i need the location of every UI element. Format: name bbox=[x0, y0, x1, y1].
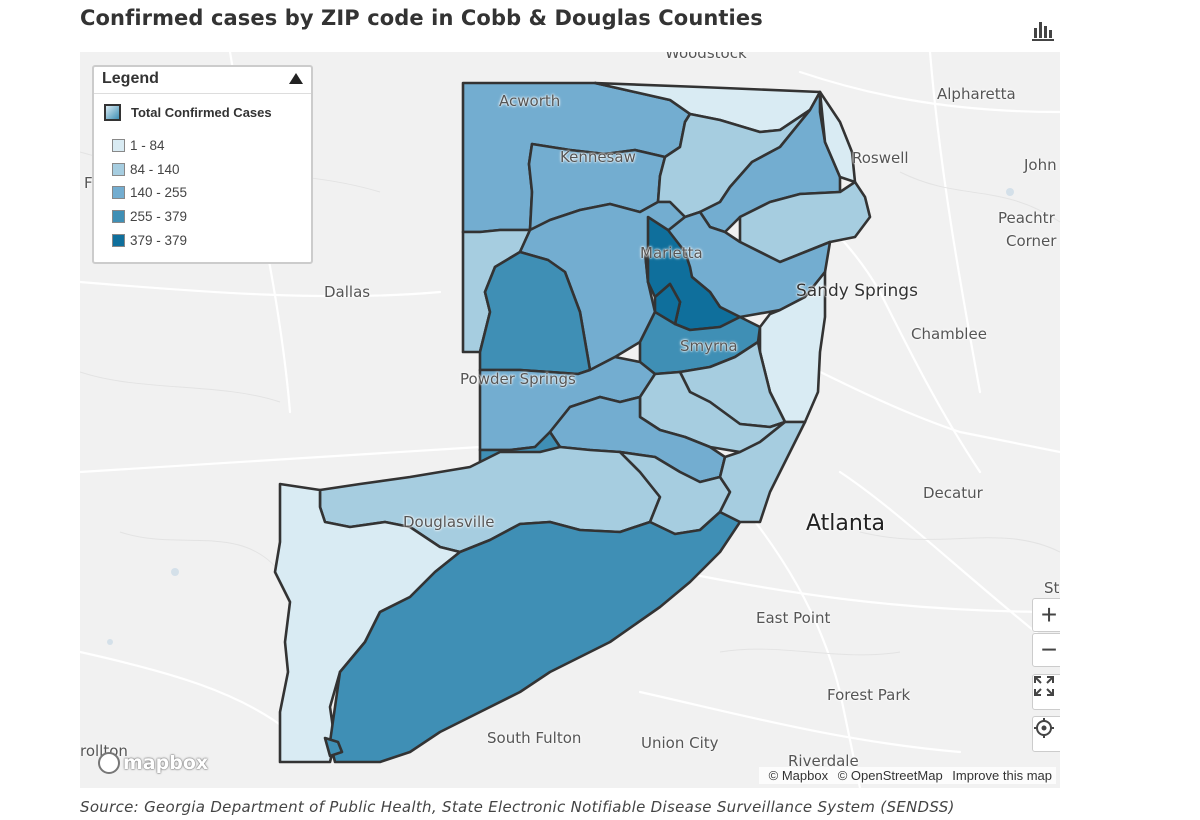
legend-panel: Legend Total Confirmed Cases 1 - 84 84 -… bbox=[92, 65, 313, 264]
legend-item-label: 84 - 140 bbox=[130, 162, 180, 177]
place-label-sandy-springs: Sandy Springs bbox=[796, 281, 918, 301]
place-label-decatur: Decatur bbox=[923, 484, 983, 502]
improve-map-link[interactable]: Improve this map bbox=[952, 768, 1052, 783]
legend-title: Legend bbox=[102, 70, 159, 87]
mapbox-logo-icon bbox=[98, 752, 120, 774]
legend-item: 379 - 379 bbox=[112, 233, 187, 248]
zoom-in-button[interactable]: + bbox=[1032, 598, 1060, 632]
fullscreen-button[interactable] bbox=[1032, 674, 1060, 710]
legend-item-label: 1 - 84 bbox=[130, 138, 165, 153]
geolocate-button[interactable] bbox=[1032, 716, 1060, 752]
zoom-out-button[interactable]: − bbox=[1032, 633, 1060, 667]
basemap-and-zip-regions bbox=[80, 52, 1060, 788]
legend-swatch bbox=[112, 186, 125, 199]
legend-item-label: 255 - 379 bbox=[130, 209, 188, 224]
place-label-stone-mountain: St bbox=[1044, 579, 1060, 597]
legend-item-label: 379 - 379 bbox=[130, 233, 188, 248]
minus-icon: − bbox=[1040, 634, 1058, 665]
place-label-riverdale: Riverdale bbox=[788, 752, 859, 770]
place-label-acworth: Acworth bbox=[499, 92, 561, 110]
legend-swatch bbox=[112, 163, 125, 176]
place-label-atlanta: Atlanta bbox=[806, 511, 885, 536]
place-label-kennesaw: Kennesaw bbox=[560, 148, 636, 166]
map-canvas[interactable]: Woodstock Alpharetta Acworth Kennesaw Ro… bbox=[80, 52, 1060, 788]
place-label-peachtree-2: Corner bbox=[1006, 232, 1057, 250]
legend-swatch bbox=[112, 234, 125, 247]
place-label-alpharetta: Alpharetta bbox=[937, 85, 1016, 103]
place-label-forest-park: Forest Park bbox=[827, 686, 911, 704]
place-label-east-point: East Point bbox=[756, 609, 831, 627]
place-label-south-fulton: South Fulton bbox=[487, 729, 582, 747]
legend-subtitle-row: Total Confirmed Cases bbox=[104, 104, 272, 121]
place-label-peachtree-1: Peachtr bbox=[998, 209, 1055, 227]
map-attribution: © Mapbox © OpenStreetMap Improve this ma… bbox=[758, 767, 1056, 784]
legend-item: 1 - 84 bbox=[112, 138, 165, 153]
legend-header[interactable]: Legend bbox=[94, 67, 311, 94]
crosshair-icon bbox=[1034, 718, 1054, 738]
place-label-union-city: Union City bbox=[641, 734, 719, 752]
mapbox-logo-text: mapbox bbox=[123, 752, 209, 774]
legend-item: 255 - 379 bbox=[112, 209, 187, 224]
place-label-dallas: Dallas bbox=[324, 283, 371, 301]
legend-item: 140 - 255 bbox=[112, 185, 187, 200]
fullscreen-icon bbox=[1034, 676, 1054, 696]
place-label-powder-springs: Powder Springs bbox=[460, 370, 576, 388]
legend-swatch bbox=[112, 139, 125, 152]
legend-item: 84 - 140 bbox=[112, 162, 180, 177]
osm-attribution-link[interactable]: © OpenStreetMap bbox=[837, 768, 943, 783]
place-label-woodstock: Woodstock bbox=[665, 52, 747, 62]
place-label-douglasville: Douglasville bbox=[403, 513, 495, 531]
place-label-marietta: Marietta bbox=[640, 244, 703, 262]
source-note: Source: Georgia Department of Public Hea… bbox=[80, 798, 955, 816]
gradient-swatch-icon bbox=[104, 104, 121, 121]
place-label-smyrna: Smyrna bbox=[680, 337, 738, 355]
plus-icon: + bbox=[1040, 599, 1058, 630]
collapse-triangle-icon[interactable] bbox=[289, 73, 303, 84]
place-label-johns-creek: John bbox=[1024, 156, 1057, 174]
mapbox-attribution-link[interactable]: © Mapbox bbox=[768, 768, 829, 783]
bar-chart-icon[interactable] bbox=[1031, 20, 1055, 42]
chart-title: Confirmed cases by ZIP code in Cobb & Do… bbox=[80, 6, 763, 30]
place-label-roswell: Roswell bbox=[852, 149, 909, 167]
place-label-chamblee: Chamblee bbox=[911, 325, 987, 343]
legend-item-label: 140 - 255 bbox=[130, 185, 188, 200]
legend-swatch bbox=[112, 210, 125, 223]
place-label-left-edge: F bbox=[84, 174, 93, 192]
mapbox-logo[interactable]: mapbox bbox=[98, 752, 208, 774]
legend-subtitle: Total Confirmed Cases bbox=[131, 105, 272, 120]
